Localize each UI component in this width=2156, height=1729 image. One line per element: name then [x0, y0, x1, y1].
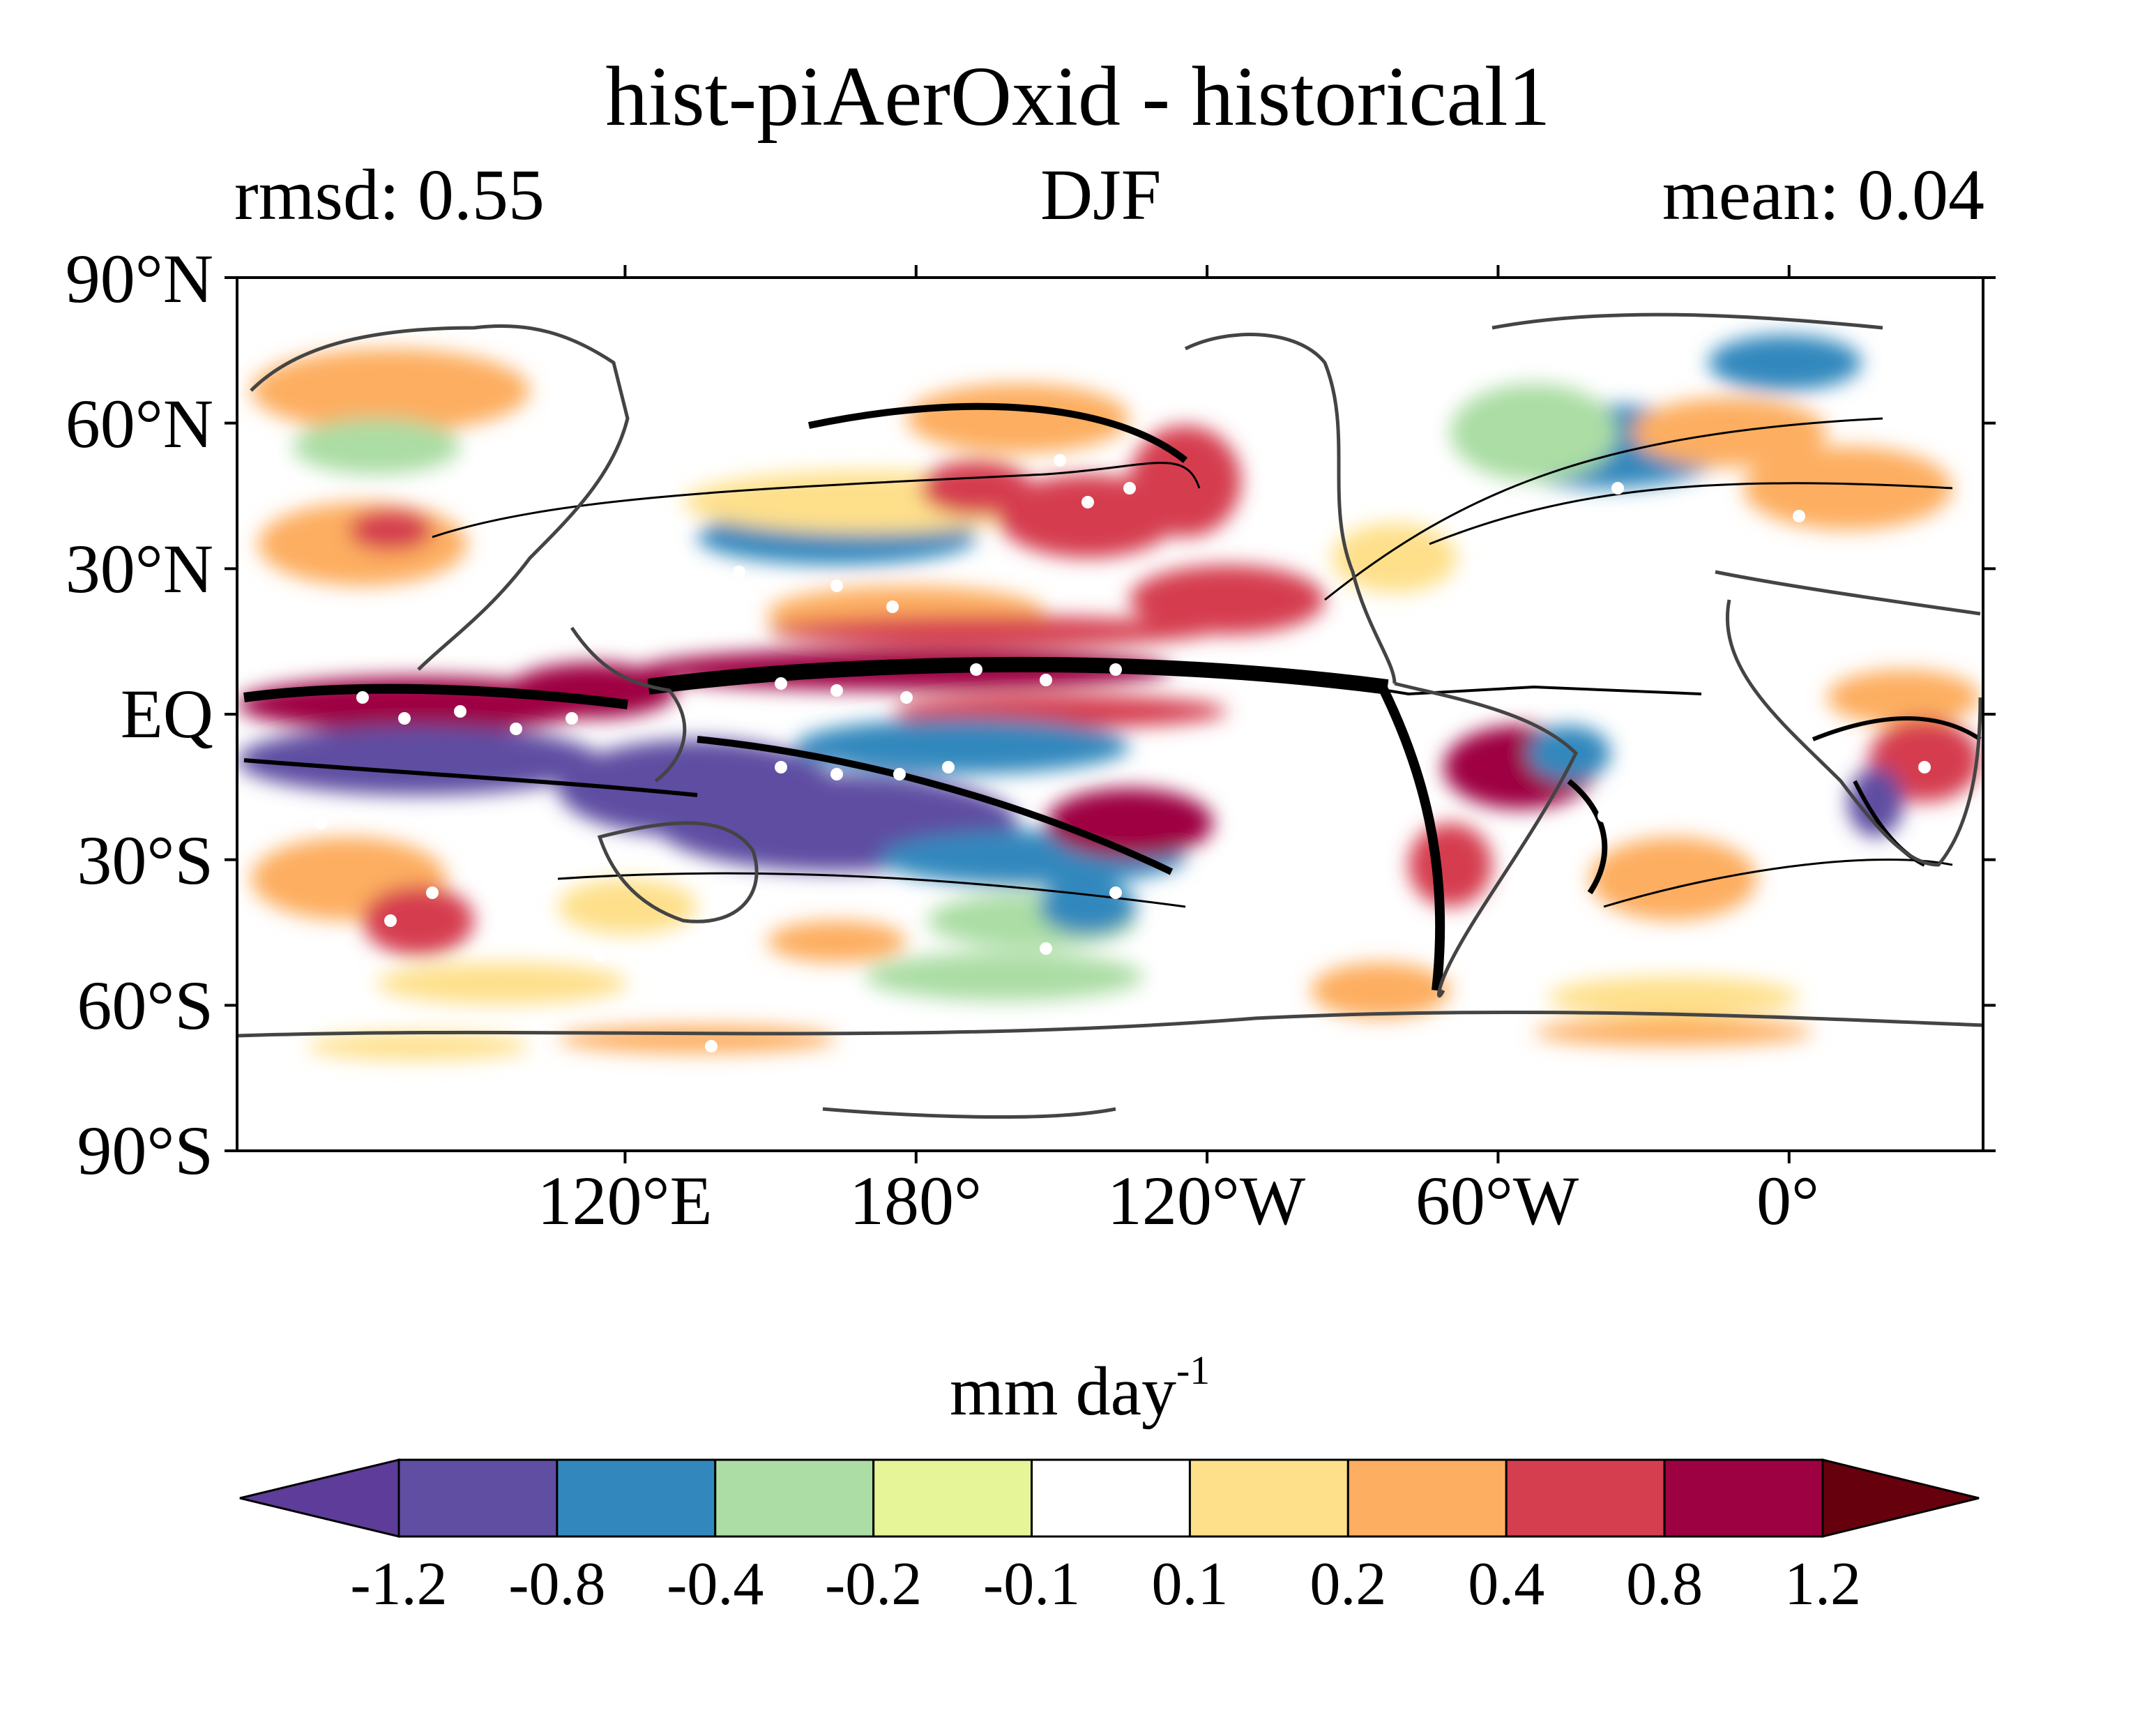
season-label: DJF — [1040, 155, 1162, 235]
colorbar — [239, 1458, 1980, 1538]
colorbar-extend-high — [1821, 1458, 1980, 1538]
axis-ticks — [225, 265, 1996, 1163]
colorbar-tick-label: -0.4 — [667, 1550, 764, 1618]
lon-tick-label: 120°W — [1107, 1162, 1306, 1239]
rmsd-label: rmsd: 0.55 — [234, 155, 545, 235]
colorbar-tick-label: -1.2 — [350, 1550, 448, 1618]
colorbar-swatch — [1031, 1458, 1191, 1538]
colorbar-tick-label: 0.1 — [1151, 1550, 1229, 1618]
map-field — [237, 278, 1983, 1151]
plot-title: hist-piAerOxid - historical1 — [605, 50, 1551, 144]
anomaly-fill — [237, 335, 1980, 1060]
colorbar-tick-label: -0.1 — [982, 1550, 1081, 1618]
significance-stippling — [314, 454, 1931, 1052]
lat-tick-label: 60°S — [77, 967, 213, 1044]
lon-tick-label: 180° — [849, 1162, 982, 1239]
colorbar-units: mm day-1 — [950, 1347, 1210, 1430]
lon-tick-label: 0° — [1756, 1162, 1819, 1239]
colorbar-swatch — [397, 1458, 559, 1538]
colorbar-tick-label: 0.2 — [1309, 1550, 1387, 1618]
lat-tick-label: 60°N — [65, 385, 213, 462]
lat-tick-label: 90°N — [65, 240, 213, 317]
colorbar-swatch — [1505, 1458, 1666, 1538]
colorbar-swatch — [1346, 1458, 1508, 1538]
lat-tick-label: 30°S — [77, 822, 213, 899]
colorbar-swatch — [556, 1458, 717, 1538]
coastlines — [237, 312, 1983, 1119]
lat-tick-label: EQ — [120, 675, 213, 753]
mean-label: mean: 0.04 — [1662, 155, 1984, 235]
colorbar-swatch — [1188, 1458, 1349, 1538]
colorbar-tick-label: -0.8 — [508, 1550, 606, 1618]
lat-tick-label: 30°N — [65, 530, 213, 607]
colorbar-tick-label: -0.2 — [825, 1550, 923, 1618]
colorbar-tick-label: 1.2 — [1784, 1550, 1861, 1618]
colorbar-tick-label: 0.8 — [1626, 1550, 1703, 1618]
lon-tick-label: 120°E — [537, 1162, 713, 1239]
colorbar-swatch — [872, 1458, 1033, 1538]
colorbar-swatch — [714, 1458, 875, 1538]
colorbar-tick-label: 0.4 — [1468, 1550, 1545, 1618]
colorbar-swatch — [1663, 1458, 1824, 1538]
lon-tick-label: 60°W — [1415, 1162, 1579, 1239]
colorbar-extend-low — [239, 1458, 400, 1538]
precip-contours — [243, 402, 1982, 991]
lat-tick-label: 90°S — [77, 1112, 213, 1189]
